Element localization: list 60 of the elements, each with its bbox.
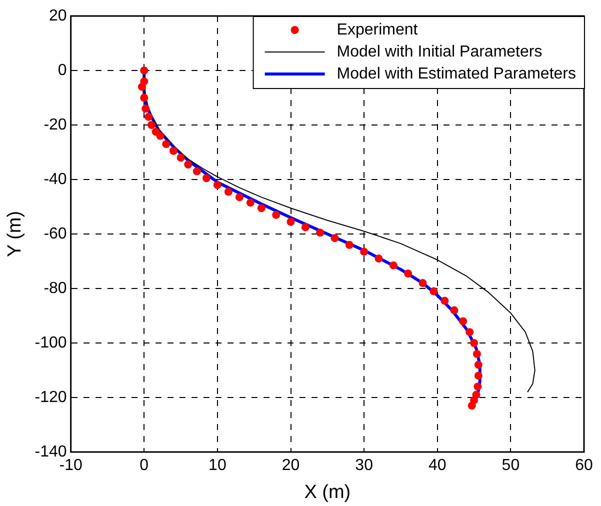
point bbox=[301, 223, 310, 232]
point bbox=[142, 104, 150, 113]
point bbox=[474, 382, 482, 391]
point bbox=[202, 174, 210, 182]
point bbox=[374, 254, 383, 263]
y-tick-label: -100 bbox=[34, 334, 67, 352]
point bbox=[140, 77, 148, 86]
point bbox=[162, 140, 170, 148]
legend-label: Model with Estimated Parameters bbox=[336, 65, 576, 82]
point bbox=[192, 167, 201, 176]
x-tick-label: 40 bbox=[428, 457, 446, 474]
x-tick-label: 0 bbox=[140, 457, 149, 474]
point bbox=[472, 350, 481, 358]
point bbox=[450, 306, 458, 314]
point bbox=[404, 270, 412, 278]
point bbox=[169, 146, 178, 155]
x-tick-label: 30 bbox=[355, 457, 374, 474]
y-tick-label: -60 bbox=[44, 225, 67, 242]
x-axis-title: X (m) bbox=[304, 482, 351, 503]
point bbox=[140, 94, 148, 102]
point bbox=[330, 234, 339, 242]
point bbox=[286, 218, 295, 226]
point bbox=[176, 154, 185, 162]
point bbox=[459, 317, 468, 326]
legend-label: Experiment bbox=[336, 21, 418, 38]
y-tick-label: -120 bbox=[34, 388, 67, 406]
point bbox=[213, 180, 222, 189]
point bbox=[389, 261, 398, 270]
y-axis-title: Y (m) bbox=[4, 210, 26, 258]
y-tick-label: 20 bbox=[49, 7, 67, 24]
point bbox=[144, 112, 153, 121]
legend-label: Model with Initial Parameters bbox=[336, 43, 542, 60]
point bbox=[156, 132, 164, 140]
point bbox=[224, 188, 232, 196]
point bbox=[430, 287, 438, 296]
y-tick-label: -40 bbox=[44, 170, 67, 188]
x-tick-label: 20 bbox=[282, 457, 300, 474]
point bbox=[474, 360, 482, 369]
point bbox=[316, 228, 324, 237]
y-tick-label: -20 bbox=[44, 116, 67, 134]
point bbox=[470, 339, 478, 347]
point bbox=[184, 160, 192, 169]
x-tick-label: 10 bbox=[208, 457, 226, 474]
point bbox=[468, 402, 476, 410]
point bbox=[257, 204, 266, 212]
point bbox=[345, 240, 354, 249]
point bbox=[246, 198, 254, 207]
y-tick-label: -80 bbox=[44, 280, 67, 297]
point bbox=[440, 296, 449, 305]
x-tick-label: 60 bbox=[575, 457, 593, 474]
point bbox=[140, 66, 148, 74]
point bbox=[474, 372, 482, 380]
point bbox=[272, 210, 280, 219]
point bbox=[235, 193, 244, 202]
x-tick-label: 50 bbox=[502, 457, 520, 474]
point bbox=[466, 328, 474, 336]
point bbox=[147, 121, 156, 129]
point bbox=[360, 248, 368, 256]
y-tick-label: 0 bbox=[58, 62, 67, 79]
point bbox=[418, 279, 427, 288]
